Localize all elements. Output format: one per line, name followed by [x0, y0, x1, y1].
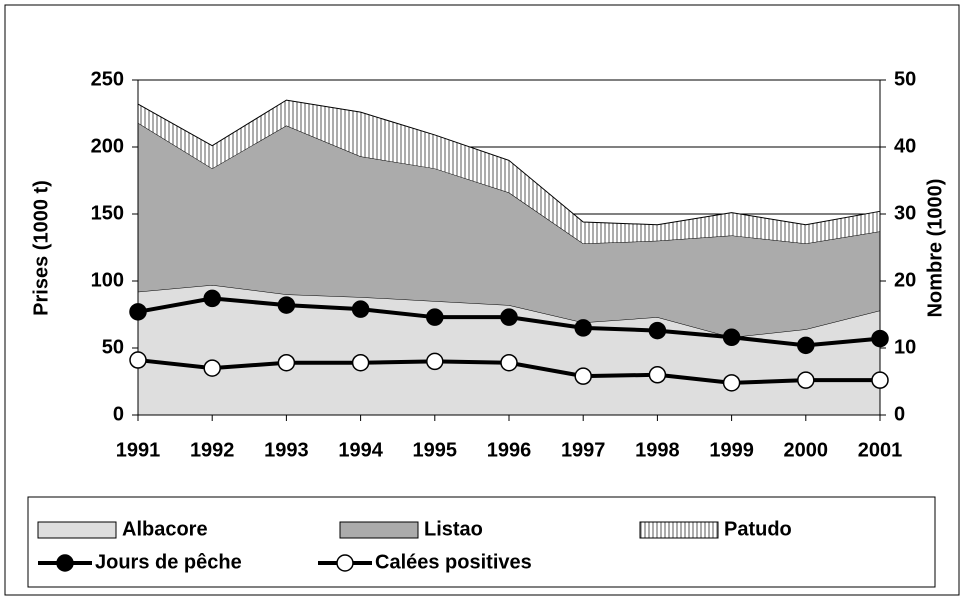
- x-tick-label: 1997: [561, 439, 606, 461]
- area: [138, 100, 880, 244]
- marker: [203, 359, 221, 377]
- marker: [797, 336, 815, 355]
- y2-tick-label: 0: [894, 403, 905, 425]
- y-tick-label: 150: [91, 202, 124, 224]
- area-outline: [137, 99, 881, 226]
- y-tick-label: 250: [91, 68, 124, 90]
- legend-label: Albacore: [122, 518, 208, 540]
- marker: [722, 374, 741, 392]
- marker: [722, 328, 741, 347]
- marker: [574, 367, 592, 385]
- marker: [500, 353, 518, 372]
- legend-label: Jours de pêche: [95, 551, 242, 573]
- x-tick-label: 1993: [264, 439, 309, 461]
- marker: [500, 308, 518, 326]
- y-tick-label: 100: [91, 269, 124, 291]
- marker: [129, 351, 147, 369]
- y2-tick-label: 10: [894, 336, 916, 358]
- marker: [277, 353, 296, 372]
- y2-tick-label: 50: [894, 68, 916, 90]
- legend-swatch: [37, 521, 117, 539]
- marker: [203, 289, 221, 308]
- legend-swatch: [639, 521, 719, 539]
- y2-tick-label: 40: [894, 135, 916, 157]
- y2-tick-label: 30: [894, 202, 916, 224]
- x-tick-label: 1999: [709, 439, 754, 461]
- legend-label: Listao: [424, 518, 483, 540]
- x-tick-label: 1995: [413, 439, 458, 461]
- x-tick-label: 1996: [487, 439, 532, 461]
- marker: [129, 303, 147, 321]
- marker: [426, 352, 444, 371]
- marker: [351, 353, 370, 372]
- y-tick-label: 200: [91, 135, 124, 157]
- x-tick-label: 1991: [116, 439, 161, 461]
- y-axis-label: Prises (1000 t): [30, 180, 52, 316]
- area: [138, 122, 880, 338]
- marker: [871, 371, 889, 389]
- legend-box: [27, 496, 936, 588]
- y-tick-label: 50: [102, 336, 124, 358]
- x-tick-label: 1992: [190, 439, 235, 461]
- legend-swatch: [339, 521, 419, 539]
- marker: [648, 321, 667, 340]
- marker: [648, 366, 667, 384]
- y-tick-label: 0: [113, 403, 124, 425]
- x-tick-label: 2000: [784, 439, 829, 461]
- marker: [426, 308, 444, 326]
- marker: [871, 329, 889, 348]
- marker: [797, 371, 815, 389]
- x-tick-label: 1998: [635, 439, 680, 461]
- y2-axis-label: Nombre (1000): [924, 179, 946, 318]
- legend-marker: [336, 554, 354, 572]
- marker: [574, 319, 592, 337]
- legend-label: Patudo: [724, 518, 792, 540]
- legend-marker: [56, 554, 74, 572]
- legend-label: Calées positives: [375, 551, 532, 573]
- x-tick-label: 1994: [338, 439, 383, 461]
- marker: [277, 296, 296, 314]
- area: [138, 285, 880, 415]
- y2-tick-label: 20: [894, 269, 916, 291]
- marker: [351, 300, 370, 318]
- x-tick-label: 2001: [858, 439, 903, 461]
